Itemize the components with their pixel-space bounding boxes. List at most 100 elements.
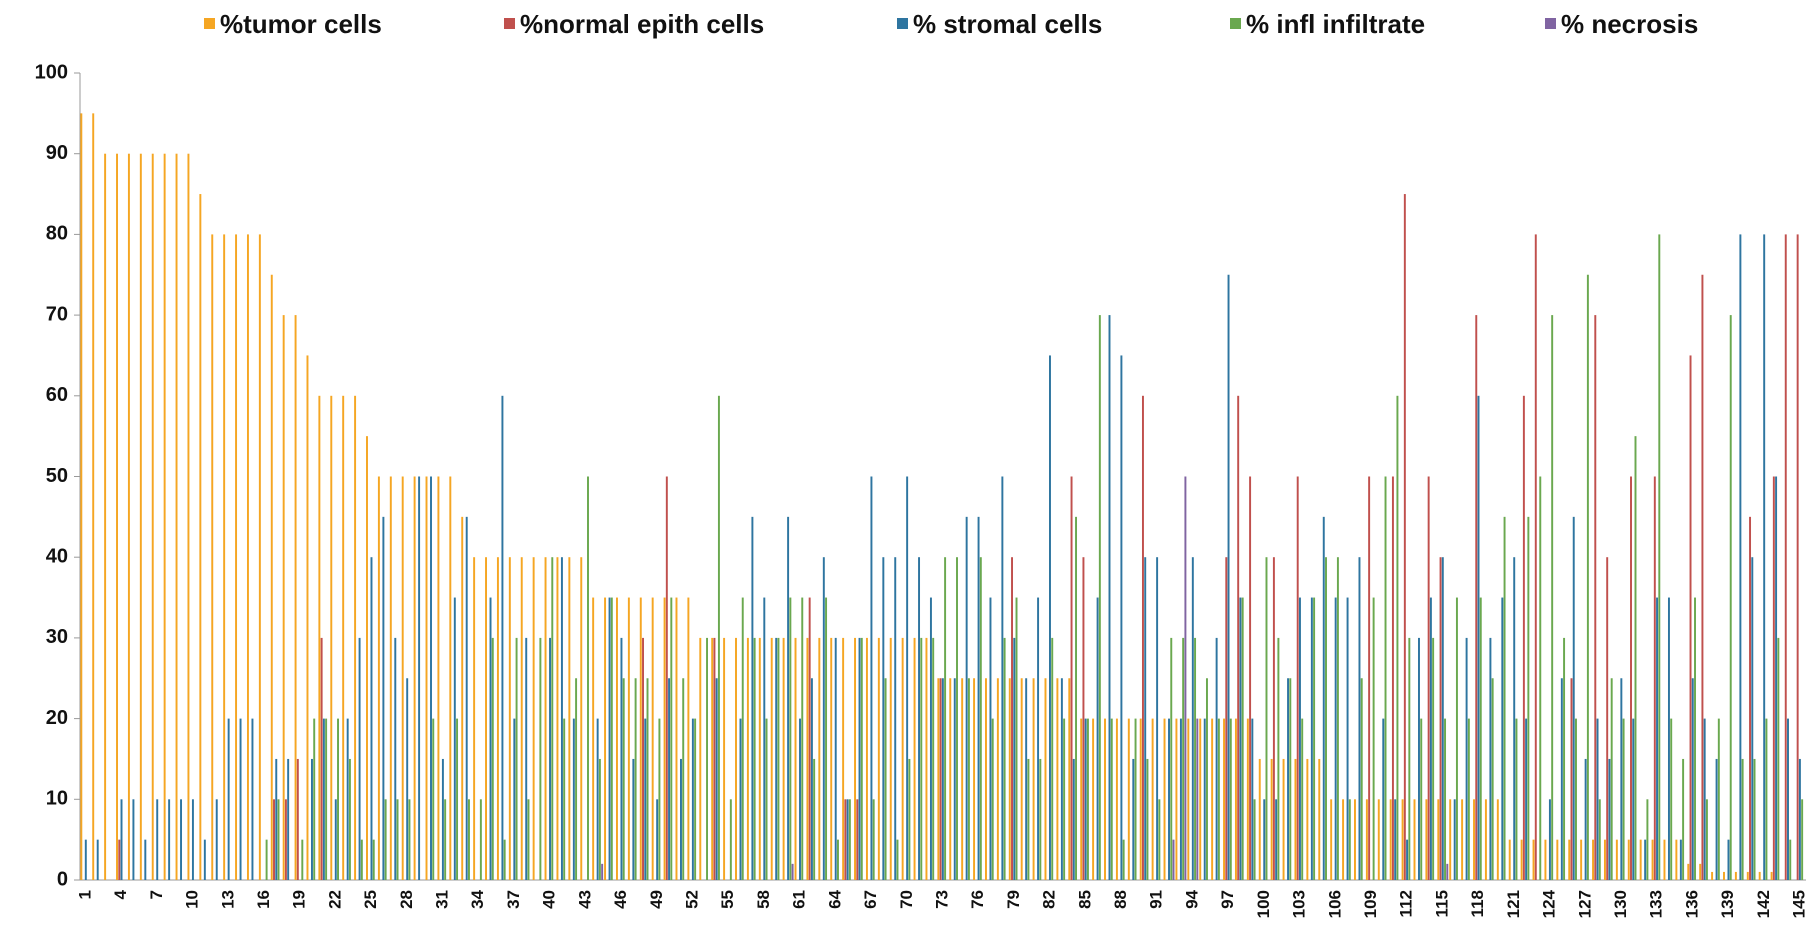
bar	[1496, 799, 1499, 880]
bar	[735, 637, 737, 880]
bar	[848, 799, 851, 880]
bar	[1520, 839, 1523, 880]
bar	[258, 234, 261, 880]
bar	[801, 597, 804, 880]
bar	[1127, 718, 1130, 880]
bar	[306, 355, 309, 880]
bar	[1294, 758, 1297, 880]
bar	[1330, 799, 1333, 880]
bar	[551, 557, 554, 880]
bar	[382, 516, 385, 880]
bar	[1751, 557, 1754, 880]
bar	[337, 718, 339, 880]
bar	[1027, 758, 1030, 880]
bar	[1539, 476, 1542, 880]
bar	[808, 597, 811, 880]
bar	[1354, 799, 1356, 880]
bar	[670, 597, 673, 880]
bar	[408, 799, 411, 880]
bar	[1455, 597, 1458, 880]
bar	[1503, 516, 1506, 880]
bar	[1391, 476, 1394, 880]
bar	[1413, 799, 1416, 880]
bar	[449, 476, 452, 880]
bar	[642, 637, 644, 880]
x-tick-label: 19	[290, 890, 309, 909]
bar	[1427, 476, 1430, 880]
bar	[330, 395, 333, 880]
bar	[1246, 718, 1249, 880]
bar	[1491, 678, 1494, 880]
bar	[810, 678, 813, 880]
bar	[1282, 758, 1285, 880]
bar	[1170, 637, 1173, 880]
bar	[479, 799, 482, 880]
bar	[1651, 839, 1654, 880]
bar	[644, 718, 647, 880]
bar	[1548, 799, 1551, 880]
bar	[682, 678, 685, 880]
bar	[1110, 718, 1113, 880]
bar	[741, 597, 744, 880]
bar	[775, 637, 778, 880]
bar	[1675, 839, 1678, 880]
bar	[846, 799, 849, 880]
bar	[601, 863, 604, 880]
bar	[1473, 799, 1475, 880]
bar	[1377, 799, 1380, 880]
bar	[396, 799, 399, 880]
bar	[937, 678, 940, 880]
bar	[592, 597, 595, 880]
bar	[96, 839, 99, 880]
bar	[639, 597, 642, 880]
bar	[1313, 597, 1316, 880]
bar	[949, 678, 952, 880]
bar	[836, 839, 839, 880]
x-tick-label: 16	[254, 890, 273, 909]
bar	[301, 839, 304, 880]
bar	[1723, 871, 1725, 880]
bar	[389, 476, 392, 880]
bar	[1223, 718, 1226, 880]
bar	[453, 597, 456, 880]
bar	[1556, 839, 1559, 880]
bar	[1146, 758, 1149, 880]
bar	[1039, 758, 1042, 880]
x-tick-label: 127	[1575, 890, 1594, 918]
bar	[1432, 637, 1435, 880]
bar	[501, 395, 504, 880]
bar	[1013, 637, 1016, 880]
bar	[627, 597, 630, 880]
bar	[668, 678, 671, 880]
x-tick-label: 58	[754, 890, 773, 909]
bar	[1270, 758, 1273, 880]
bar	[763, 597, 766, 880]
bar	[1465, 637, 1468, 880]
bar	[791, 863, 794, 880]
x-tick-label: 28	[397, 890, 416, 909]
x-tick-label: 130	[1611, 890, 1630, 918]
bar	[1606, 557, 1609, 880]
bar	[929, 597, 932, 880]
bar	[320, 637, 323, 880]
bar	[1068, 678, 1071, 880]
bar	[1763, 234, 1766, 880]
bar	[715, 678, 718, 880]
bar	[729, 799, 732, 880]
bar	[1630, 476, 1632, 880]
bar	[1515, 718, 1518, 880]
bar	[913, 637, 916, 880]
bar	[284, 799, 287, 880]
bar	[896, 839, 899, 880]
bar	[1796, 234, 1799, 880]
bar	[1196, 718, 1199, 880]
bar	[508, 557, 511, 880]
bar	[1489, 637, 1492, 880]
bar	[1644, 839, 1647, 880]
bar	[842, 637, 845, 880]
bar	[860, 637, 863, 880]
bar	[322, 718, 325, 880]
bar	[1151, 718, 1154, 880]
bar	[1475, 315, 1478, 881]
bar	[967, 678, 970, 880]
